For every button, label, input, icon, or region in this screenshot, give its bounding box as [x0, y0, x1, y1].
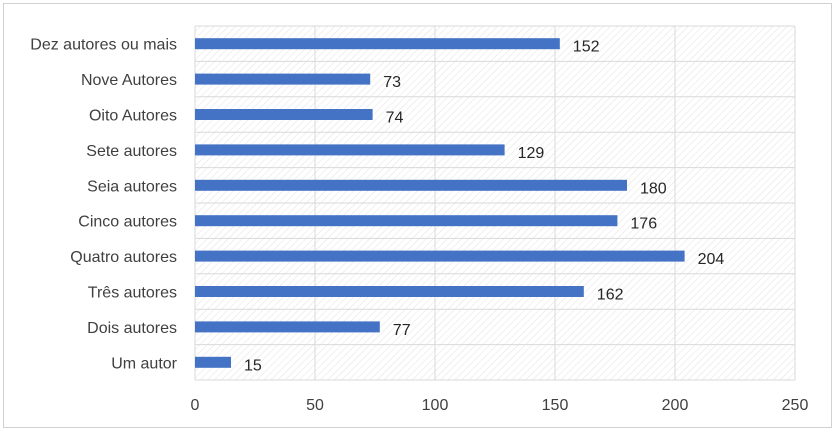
bar — [195, 215, 618, 227]
category-label: Cinco autores — [78, 214, 177, 231]
x-tick-label: 150 — [542, 397, 569, 414]
x-tick-label: 200 — [662, 397, 689, 414]
category-label: Oito Autores — [89, 108, 177, 125]
bar — [195, 38, 560, 50]
data-label: 73 — [383, 74, 401, 91]
data-label: 74 — [386, 110, 404, 127]
category-label: Um autor — [111, 355, 177, 372]
bars — [195, 38, 685, 368]
x-tick-label: 50 — [306, 397, 324, 414]
category-label: Três autores — [88, 285, 177, 302]
bar — [195, 179, 627, 191]
x-tick-label: 0 — [191, 397, 200, 414]
data-label: 176 — [630, 216, 657, 233]
x-tick-label: 250 — [782, 397, 809, 414]
data-label: 129 — [518, 145, 545, 162]
data-label: 162 — [597, 287, 624, 304]
labels: 0 50 100 150 200 250 Um autor 15 Dois autores 77 T… — [30, 37, 808, 414]
category-label: Dois autores — [87, 320, 177, 337]
category-label: Sete autores — [86, 143, 177, 160]
category-label: Dez autores ou mais — [30, 37, 177, 54]
bar — [195, 250, 685, 262]
gridlines — [194, 25, 796, 381]
bar — [195, 286, 584, 297]
x-tick-label: 100 — [422, 397, 449, 414]
bar — [195, 144, 505, 156]
data-label: 77 — [393, 322, 411, 339]
category-label: Seia autores — [87, 178, 177, 195]
category-label: Quatro autores — [70, 249, 177, 266]
data-label: 152 — [573, 39, 600, 56]
bar — [195, 73, 371, 85]
data-label: 180 — [640, 180, 667, 197]
bar — [195, 321, 380, 333]
bar — [195, 109, 373, 120]
data-label: 204 — [698, 251, 725, 268]
data-label: 15 — [244, 357, 262, 374]
category-label: Nove Autores — [81, 72, 177, 89]
bar — [195, 356, 231, 368]
